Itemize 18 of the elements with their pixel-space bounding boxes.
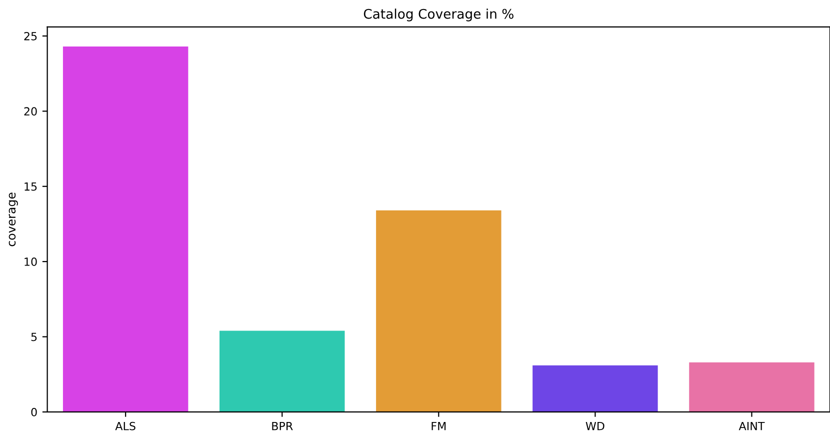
y-tick-label: 10 <box>24 258 37 266</box>
x-tick-label: FM <box>432 422 446 430</box>
bar <box>689 362 814 412</box>
x-tick-label: BPR <box>272 422 293 430</box>
y-tick-label: 5 <box>31 332 37 342</box>
x-tick-label: WD <box>586 422 604 430</box>
x-tick-label: AINT <box>738 422 765 430</box>
bar <box>376 210 502 412</box>
bar <box>532 365 658 412</box>
bar <box>62 46 188 412</box>
y-tick-label: 25 <box>24 32 37 40</box>
y-tick-label: 20 <box>24 107 37 116</box>
x-tick-label: ALS <box>115 422 136 430</box>
y-tick-label: 0 <box>31 408 37 416</box>
y-axis-title: coverage <box>8 192 18 246</box>
y-tick-label: 15 <box>24 182 37 191</box>
chart-title: Catalog Coverage in % <box>364 8 514 22</box>
bar <box>220 330 345 412</box>
